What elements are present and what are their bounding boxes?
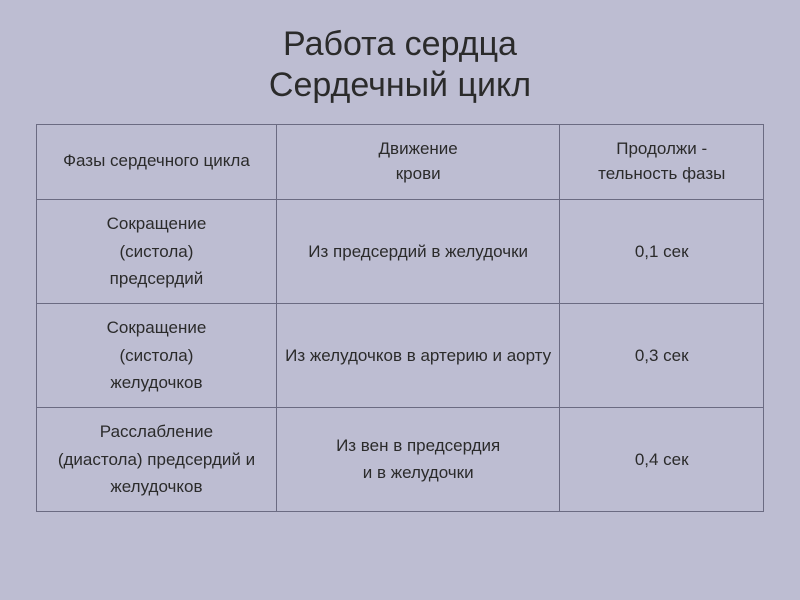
movement-l1: Из предсердий в желудочки	[283, 238, 554, 265]
col-header-duration-l2: тельность фазы	[566, 162, 757, 187]
cell-phase: Расслабление (диастола) предсердий и жел…	[37, 407, 277, 511]
movement-l1: Из желудочков в артерию и аорту	[283, 342, 554, 369]
duration-text: 0,4 сек	[635, 450, 689, 469]
slide: Работа сердца Сердечный цикл Фазы сердеч…	[0, 0, 800, 600]
duration-text: 0,1 сек	[635, 242, 689, 261]
cell-movement: Из желудочков в артерию и аорту	[276, 303, 560, 407]
title-line-1: Работа сердца	[36, 24, 764, 65]
phase-l2: (систола)	[43, 342, 270, 369]
cardiac-cycle-table: Фазы сердечного цикла Движение крови Про…	[36, 124, 764, 512]
phase-l3: предсердий	[43, 265, 270, 292]
duration-text: 0,3 сек	[635, 346, 689, 365]
movement-l1: Из вен в предсердия	[283, 432, 554, 459]
movement-l2: и в желудочки	[283, 459, 554, 486]
col-header-phase: Фазы сердечного цикла	[37, 124, 277, 199]
table-row: Сокращение (систола) предсердий Из предс…	[37, 199, 764, 303]
phase-l3: желудочков	[43, 369, 270, 396]
phase-l2: (систола)	[43, 238, 270, 265]
table-header-row: Фазы сердечного цикла Движение крови Про…	[37, 124, 764, 199]
col-header-phase-text: Фазы сердечного цикла	[63, 151, 250, 170]
col-header-movement-l2: крови	[283, 162, 554, 187]
cell-movement: Из вен в предсердия и в желудочки	[276, 407, 560, 511]
cell-phase: Сокращение (систола) желудочков	[37, 303, 277, 407]
table-row: Сокращение (систола) желудочков Из желуд…	[37, 303, 764, 407]
table-row: Расслабление (диастола) предсердий и жел…	[37, 407, 764, 511]
phase-l1: Сокращение	[43, 210, 270, 237]
cell-movement: Из предсердий в желудочки	[276, 199, 560, 303]
cell-phase: Сокращение (систола) предсердий	[37, 199, 277, 303]
col-header-duration-l1: Продолжи -	[566, 137, 757, 162]
title-line-2: Сердечный цикл	[36, 65, 764, 106]
slide-title: Работа сердца Сердечный цикл	[36, 24, 764, 106]
cell-duration: 0,1 сек	[560, 199, 764, 303]
phase-l1: Расслабление	[43, 418, 270, 445]
phase-l1: Сокращение	[43, 314, 270, 341]
cell-duration: 0,4 сек	[560, 407, 764, 511]
cell-duration: 0,3 сек	[560, 303, 764, 407]
col-header-duration: Продолжи - тельность фазы	[560, 124, 764, 199]
phase-l2: (диастола) предсердий и желудочков	[43, 446, 270, 500]
col-header-movement: Движение крови	[276, 124, 560, 199]
col-header-movement-l1: Движение	[283, 137, 554, 162]
